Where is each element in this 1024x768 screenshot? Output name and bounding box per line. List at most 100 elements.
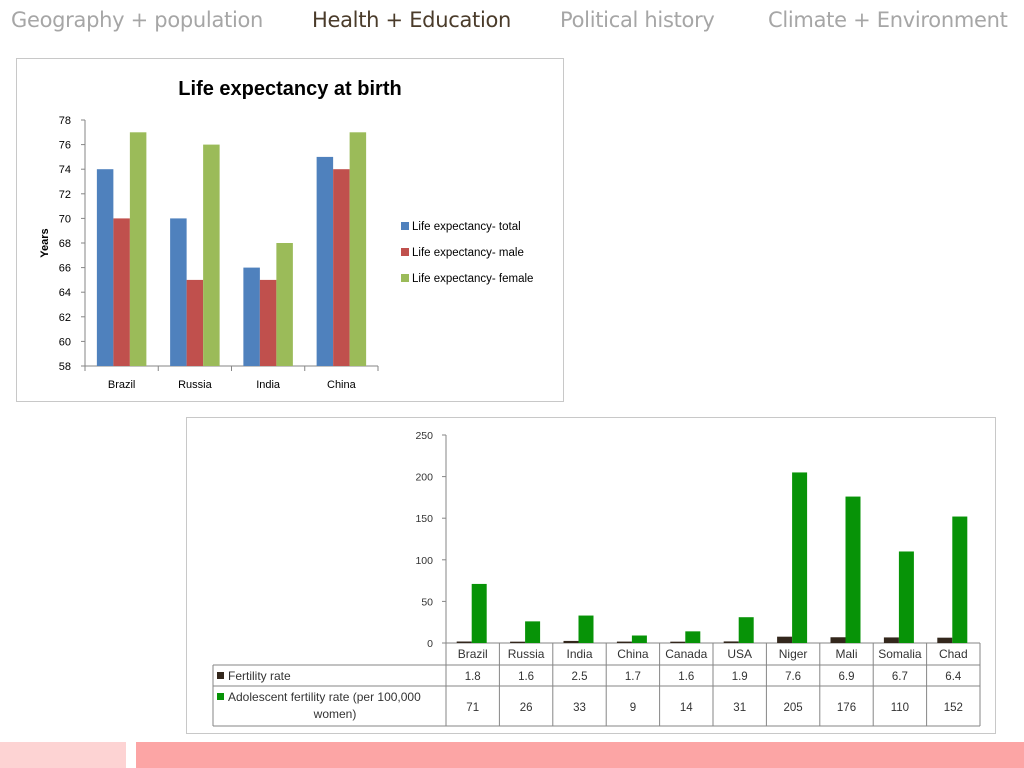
data-label: 33 [573,702,586,714]
y-tick-label: 0 [427,638,433,650]
bar [723,641,739,643]
data-label: 1.9 [732,671,748,683]
bar [113,218,130,366]
bar [883,637,899,643]
bar [333,169,350,366]
data-label: 110 [891,702,909,714]
data-label: 6.7 [892,671,908,683]
bar [349,132,367,366]
y-tick-label: 68 [59,238,71,250]
y-tick-label: 72 [59,189,71,201]
data-label: 152 [944,702,963,714]
data-label: 1.8 [465,671,481,683]
x-tick-label: India [256,379,281,391]
data-label: 26 [520,702,533,714]
legend-swatch [401,248,409,256]
data-label: 6.4 [945,671,962,683]
fertility-chart: 0 50 100 150 200 250 Brazil 1.8 71 Russia 1.6 26 Ind… [212,430,981,727]
bar [456,641,472,643]
x-tick-label: Chad [939,647,968,661]
chart-title: Life expectancy at birth [178,78,401,100]
legend-label: Life expectancy- male [412,247,524,259]
bar [777,636,793,643]
bar [129,132,147,366]
y-tick-label: 200 [415,472,433,484]
tab-geography-population[interactable]: Geography + population [11,8,264,32]
y-tick-label: 64 [59,287,71,299]
x-tick-label: Brazil [458,647,488,661]
bar [937,637,953,643]
bar [563,640,579,643]
x-tick-label: Niger [779,647,808,661]
bar [631,635,647,643]
bar [578,615,594,643]
y-tick-label: 150 [415,513,433,525]
y-tick-label: 58 [59,361,71,373]
bar [186,279,204,366]
x-tick-label: Canada [665,647,707,661]
data-label: 2.5 [572,671,588,683]
bar [898,551,914,643]
x-tick-label: Mali [835,647,857,661]
legend-swatch [217,672,224,679]
y-tick-label: 62 [59,312,71,324]
legend-label: Life expectancy- total [412,221,521,233]
bar [170,218,187,366]
data-label: 71 [466,702,479,714]
legend-swatch [401,274,409,282]
legend-label: Fertility rate [228,669,291,683]
legend-label: Life expectancy- female [412,273,533,285]
bar [96,169,114,366]
bar [471,583,487,643]
tab-political-history[interactable]: Political history [560,8,715,32]
y-axis-title: Years [39,228,51,257]
fertility-chart-panel: 0 50 100 150 200 250 Brazil 1.8 71 Russia 1.6 26 Ind… [186,417,996,734]
bar [845,496,861,643]
bar [525,621,541,643]
bar [316,156,334,366]
y-tick-label: 76 [59,140,71,152]
data-label: 1.6 [678,671,694,683]
data-label: 205 [784,702,803,714]
data-label: 1.6 [518,671,534,683]
data-label: 7.6 [785,671,801,683]
y-tick-label: 50 [421,596,433,608]
y-tick-label: 78 [59,115,71,127]
y-tick-label: 100 [415,555,433,567]
bar [685,631,701,643]
tab-health-education[interactable]: Health + Education [312,8,512,32]
bar [792,472,808,643]
y-tick-label: 66 [59,263,71,275]
bar [616,641,632,643]
x-tick-label: Somalia [878,647,922,661]
tab-climate-environment[interactable]: Climate + Environment [768,8,1008,32]
bar [510,641,526,643]
life-expectancy-chart: Life expectancy at birth 58 60 62 64 66 68 70 72… [39,78,533,391]
legend-label: Adolescent fertility rate (per 100,000 wo… [228,690,421,721]
bar [670,641,686,643]
x-tick-label: China [327,379,357,391]
data-label: 9 [630,702,636,714]
x-tick-label: Brazil [108,379,136,391]
footer-band-right [136,742,1024,768]
x-tick-label: USA [727,647,752,661]
bar [203,144,220,366]
bar [738,617,754,643]
life-expectancy-chart-panel: Life expectancy at birth 58 60 62 64 66 68 70 72… [16,58,564,402]
data-label: 31 [733,702,746,714]
bar [830,637,846,643]
bar [259,279,277,366]
bar [952,516,968,643]
data-label: 14 [680,702,693,714]
legend-swatch [401,222,409,230]
x-tick-label: China [617,647,649,661]
y-tick-label: 70 [59,213,71,225]
y-tick-label: 250 [415,430,433,442]
data-label: 6.9 [839,671,855,683]
footer-band-left [0,742,126,768]
data-label: 176 [837,702,856,714]
data-label: 1.7 [625,671,641,683]
bar [276,243,293,366]
x-tick-label: India [566,647,592,661]
x-tick-label: Russia [178,379,213,391]
